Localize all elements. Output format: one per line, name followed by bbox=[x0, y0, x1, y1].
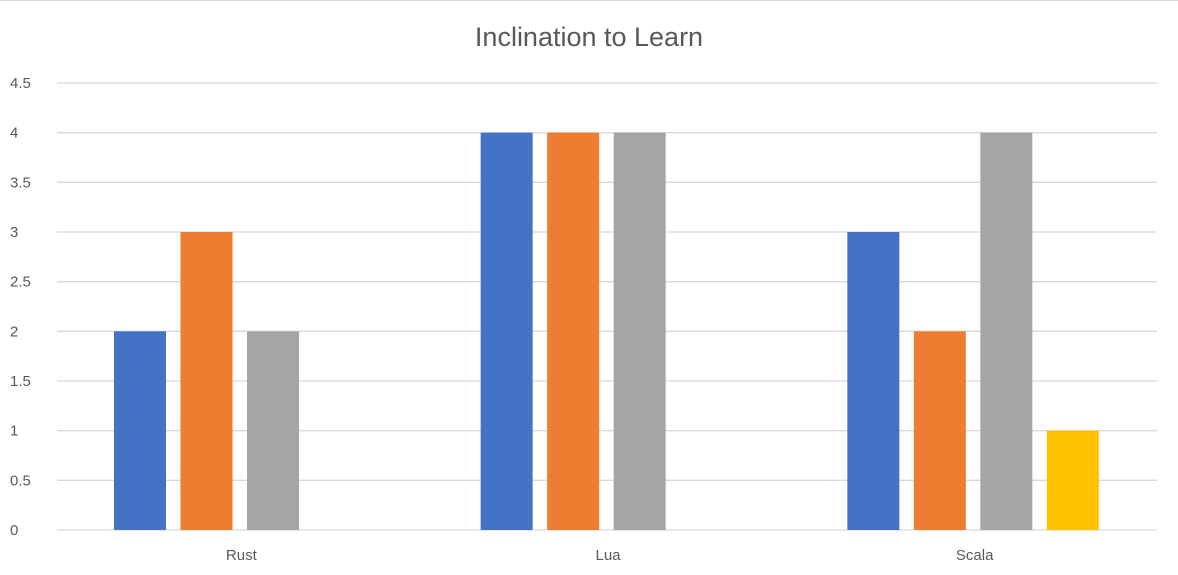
bar-rust-series-3 bbox=[247, 331, 299, 530]
bar-scala-series-4 bbox=[1046, 430, 1099, 530]
x-tick-label: Lua bbox=[595, 547, 621, 564]
bars bbox=[114, 132, 1099, 530]
bar-rust-series-2 bbox=[180, 232, 233, 530]
y-tick-label: 1.5 bbox=[10, 373, 31, 390]
y-tick-label: 1 bbox=[10, 423, 18, 440]
y-tick-label: 2.5 bbox=[10, 274, 31, 291]
y-tick-label: 3 bbox=[10, 224, 18, 241]
gridlines bbox=[57, 82, 1157, 531]
bar-scala-series-1 bbox=[847, 232, 900, 530]
y-tick-label: 4.5 bbox=[10, 75, 31, 92]
bar-scala-series-3 bbox=[980, 132, 1033, 530]
x-axis-ticks: Rust Lua Scala bbox=[226, 547, 994, 564]
chart-title: Inclination to Learn bbox=[474, 22, 704, 52]
bar-lua-series-2 bbox=[547, 132, 600, 530]
x-tick-label: Scala bbox=[956, 547, 994, 564]
y-axis-ticks: 0 0.5 1 1.5 2 2.5 3 3.5 4 4.5 bbox=[10, 75, 31, 539]
bar-lua-series-1 bbox=[480, 132, 533, 530]
x-tick-label: Rust bbox=[226, 547, 258, 564]
y-tick-label: 0.5 bbox=[10, 472, 31, 489]
y-tick-label: 4 bbox=[10, 125, 18, 142]
y-tick-label: 3.5 bbox=[10, 174, 31, 191]
bar-scala-series-2 bbox=[913, 331, 966, 530]
bar-lua-series-3 bbox=[613, 132, 666, 530]
bar-rust-series-1 bbox=[114, 331, 166, 530]
y-tick-label: 2 bbox=[10, 323, 18, 340]
y-tick-label: 0 bbox=[10, 522, 18, 539]
